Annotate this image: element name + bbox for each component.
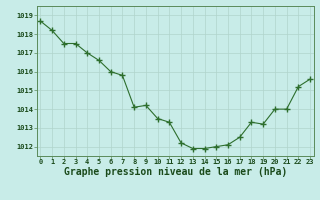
X-axis label: Graphe pression niveau de la mer (hPa): Graphe pression niveau de la mer (hPa) xyxy=(64,167,287,177)
